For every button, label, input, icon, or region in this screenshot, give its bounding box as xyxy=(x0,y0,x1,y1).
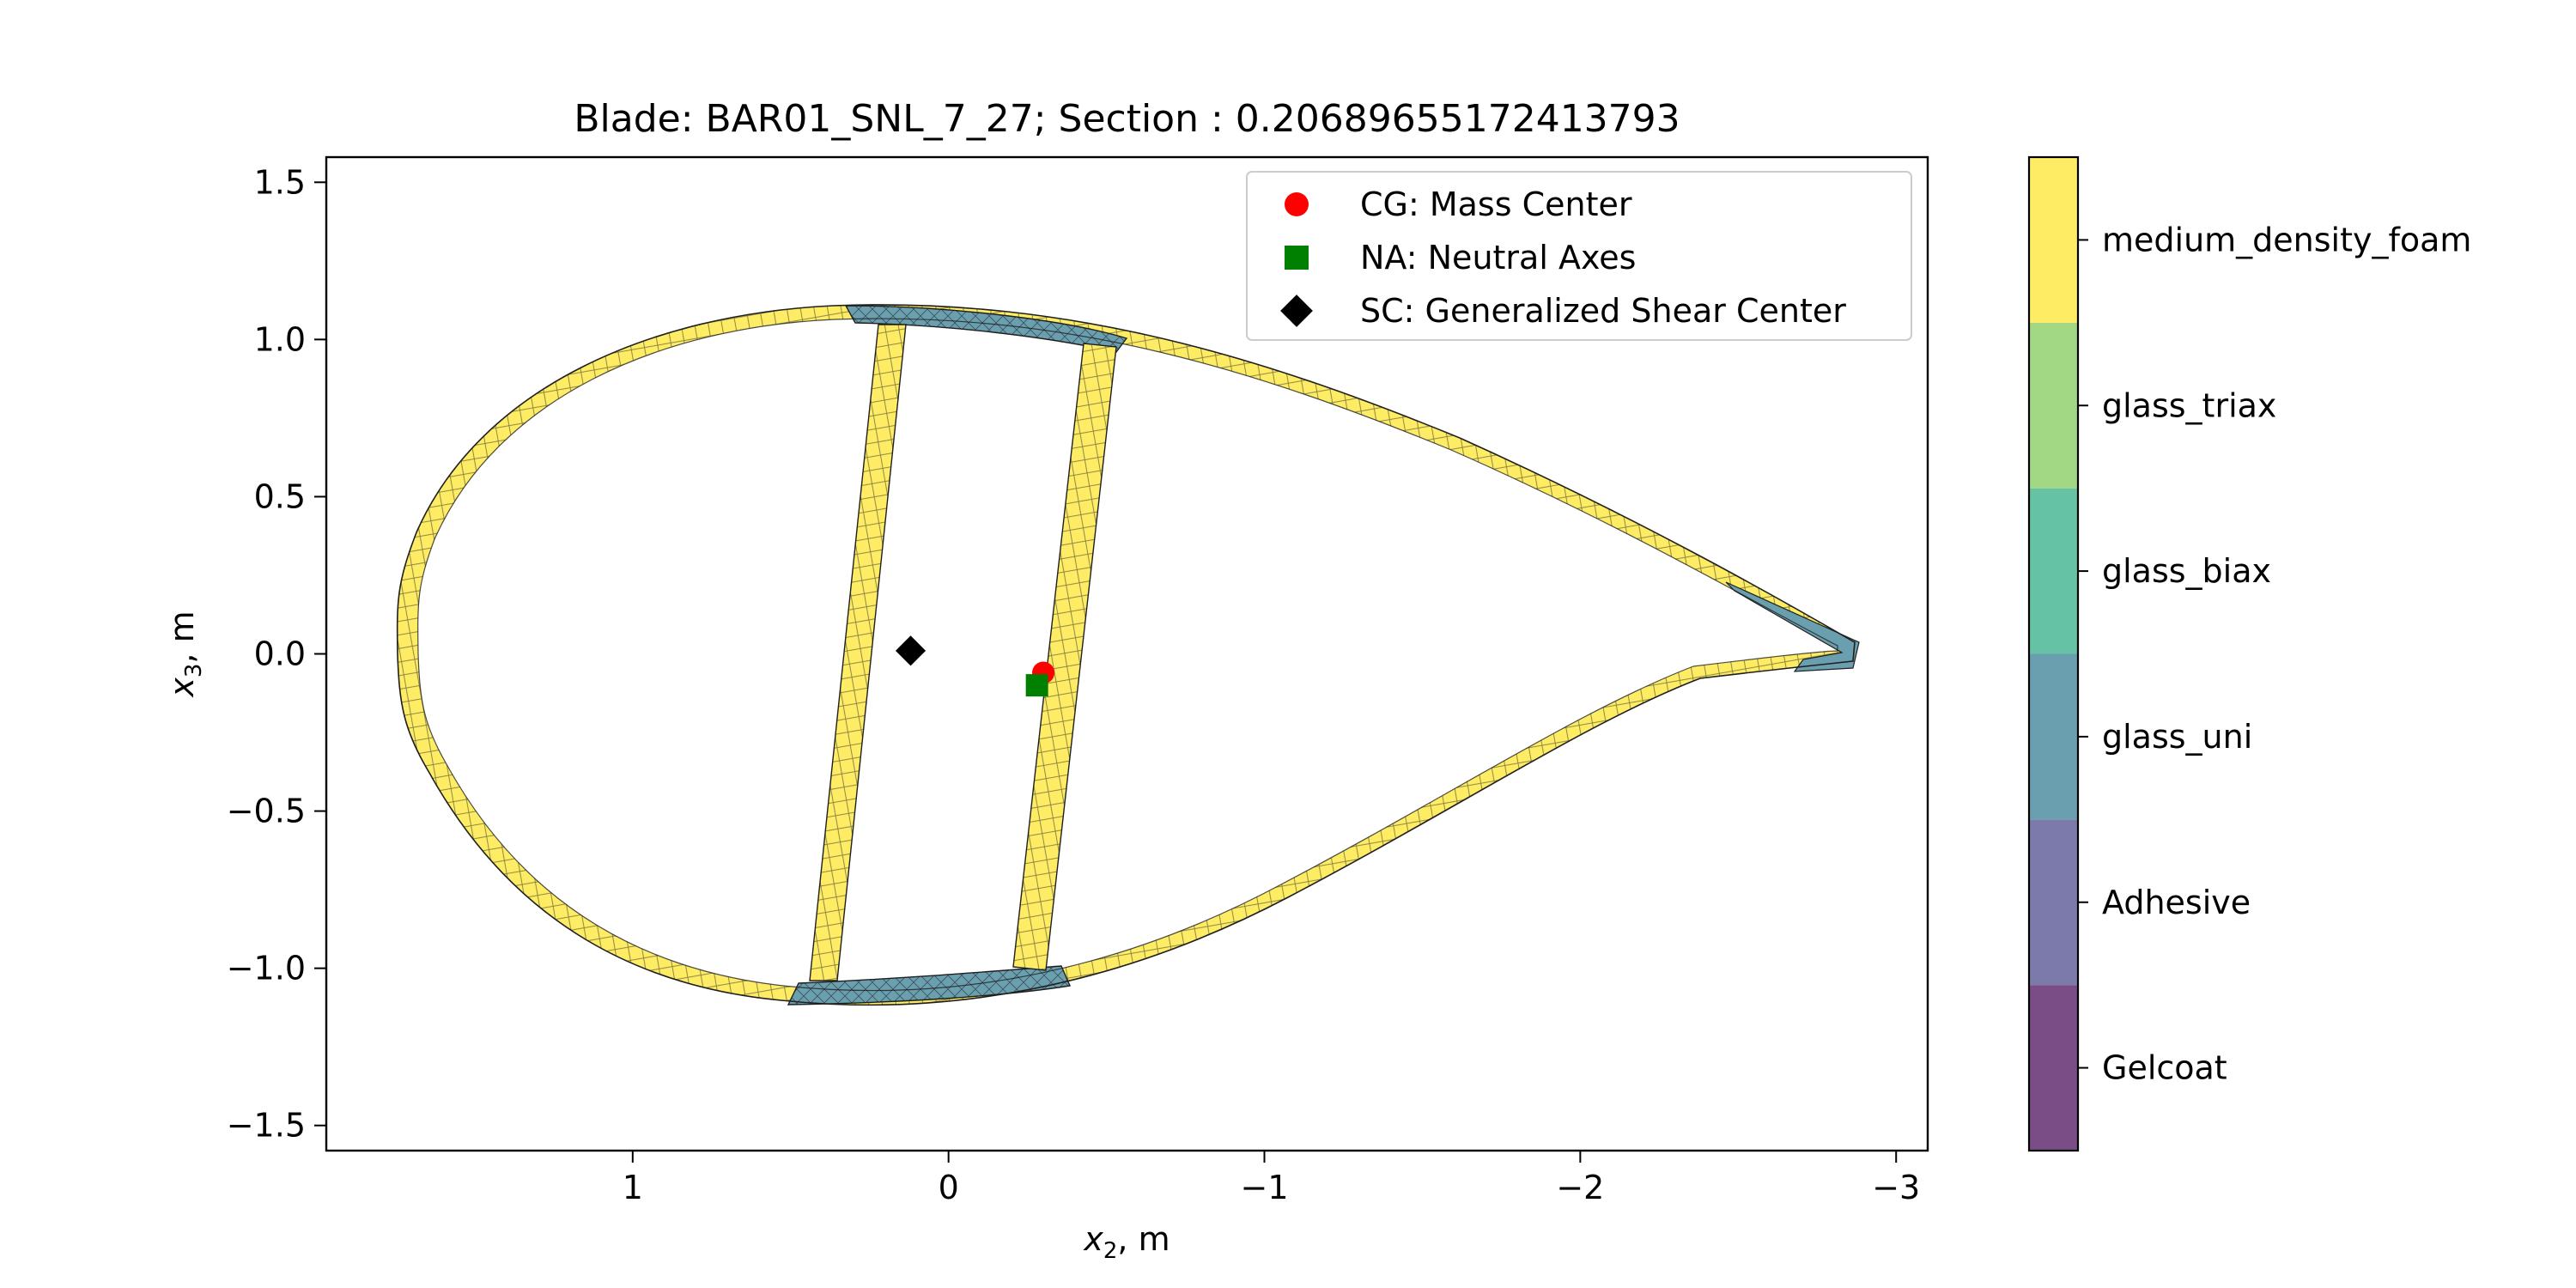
marker-square xyxy=(1025,674,1048,697)
legend-marker-circle xyxy=(1285,192,1309,216)
x-tick-label: −2 xyxy=(1556,1169,1604,1206)
chart-title: Blade: BAR01_SNL_7_27; Section : 0.20689… xyxy=(574,97,1680,141)
x-tick-label: −3 xyxy=(1872,1169,1920,1206)
colorbar-swatch xyxy=(2029,157,2078,323)
colorbar-label: glass_biax xyxy=(2102,552,2271,590)
legend-label: SC: Generalized Shear Center xyxy=(1360,292,1846,330)
colorbar-label: Gelcoat xyxy=(2102,1049,2227,1087)
y-tick-label: −1.5 xyxy=(227,1107,306,1145)
x-axis-label: x2, m xyxy=(1083,1220,1170,1264)
colorbar-label: medium_density_foam xyxy=(2102,221,2471,258)
colorbar-swatch xyxy=(2029,322,2078,489)
data-markers xyxy=(895,635,1055,697)
axis-ticks: 1 0 −1 −2 −3 1.5 1.0 0.5 0.0 −0.5 −1.0 −1.5 xyxy=(227,163,1921,1206)
colorbar-swatch xyxy=(2029,653,2078,820)
colorbar-swatch xyxy=(2029,985,2078,1151)
y-tick-label: −1.0 xyxy=(227,950,306,987)
x-tick-label: 1 xyxy=(623,1169,643,1206)
y-tick-label: 1.5 xyxy=(254,163,306,201)
material-colorbar: Gelcoat Adhesive glass_uni glass_biax glass_… xyxy=(2027,155,2471,1152)
x-tick-label: −1 xyxy=(1240,1169,1288,1206)
y-tick-label: 0.0 xyxy=(254,635,306,673)
y-axis-label: x3, m xyxy=(163,611,207,697)
legend: CG: Mass Center NA: Neutral Axes SC: Gener… xyxy=(1246,171,1912,341)
legend-marker-square xyxy=(1285,246,1309,270)
legend-label: CG: Mass Center xyxy=(1360,185,1632,223)
colorbar-label: Adhesive xyxy=(2102,884,2251,921)
y-tick-label: −0.5 xyxy=(227,793,306,830)
y-tick-label: 1.0 xyxy=(254,320,306,358)
legend-marker-diamond xyxy=(1280,295,1313,327)
colorbar-label: glass_uni xyxy=(2102,718,2252,756)
colorbar-label: glass_triax xyxy=(2102,386,2276,424)
colorbar-swatch xyxy=(2029,488,2078,654)
cross-section xyxy=(396,304,1860,1006)
legend-label: NA: Neutral Axes xyxy=(1360,239,1636,276)
marker-diamond xyxy=(895,635,927,666)
colorbar-swatch xyxy=(2029,819,2078,986)
y-tick-label: 0.5 xyxy=(254,477,306,515)
x-tick-label: 0 xyxy=(939,1169,959,1206)
